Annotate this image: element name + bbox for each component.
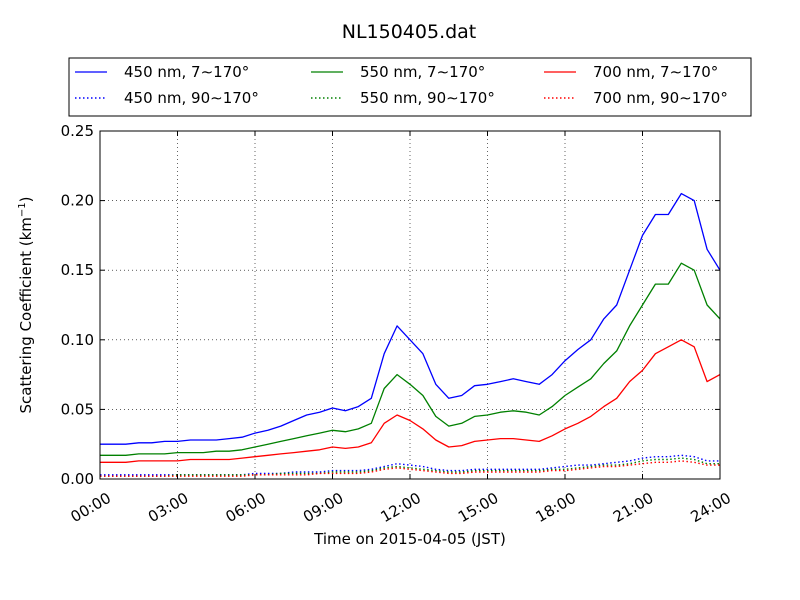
series-layer bbox=[100, 192, 721, 477]
y-tick-labels: 0.00 0.05 0.10 0.15 0.20 0.25 bbox=[61, 122, 94, 488]
legend-label-2: 700 nm, 7∼170° bbox=[593, 63, 718, 81]
legend-label-3: 450 nm, 90∼170° bbox=[124, 89, 259, 107]
x-tick-label: 03:00 bbox=[145, 489, 191, 526]
y-tick-label: 0.15 bbox=[61, 261, 94, 279]
series-line-2 bbox=[100, 339, 721, 463]
legend: 450 nm, 7∼170° 450 nm, 90∼170° 550 nm, 7∼1… bbox=[68, 57, 752, 117]
series-line-1 bbox=[100, 262, 721, 456]
y-tick-label: 0.10 bbox=[61, 331, 94, 349]
x-tick-labels: 00:00 03:00 06:00 09:00 12:00 15:00 18:00 21:00… bbox=[68, 489, 734, 526]
y-tick-label: 0.20 bbox=[61, 192, 94, 210]
y-tick-label: 0.05 bbox=[61, 400, 94, 418]
x-tick-label: 21:00 bbox=[610, 489, 656, 526]
y-tick-label: 0.00 bbox=[61, 470, 94, 488]
chart-title: NL150405.dat bbox=[342, 21, 477, 43]
x-tick-label: 09:00 bbox=[300, 489, 346, 526]
x-tick-label: 24:00 bbox=[688, 489, 734, 526]
plot-area bbox=[99, 130, 721, 480]
x-tick-label: 06:00 bbox=[223, 489, 269, 526]
x-axis-label: Time on 2015-04-05 (JST) bbox=[313, 530, 506, 548]
legend-label-5: 700 nm, 90∼170° bbox=[593, 89, 728, 107]
legend-label-4: 550 nm, 90∼170° bbox=[360, 89, 495, 107]
y-axis-label-main: Scattering Coefficient (km bbox=[17, 217, 35, 413]
x-tick-label: 12:00 bbox=[378, 489, 424, 526]
legend-box bbox=[68, 57, 752, 117]
y-axis-label-close: ) bbox=[17, 196, 35, 202]
legend-entries: 450 nm, 7∼170° 450 nm, 90∼170° 550 nm, 7∼1… bbox=[75, 63, 728, 107]
plot-frame bbox=[99, 130, 721, 480]
y-tick-label: 0.25 bbox=[61, 122, 94, 140]
series-line-0 bbox=[100, 192, 721, 445]
y-axis-label: Scattering Coefficient (km−1) bbox=[17, 196, 35, 413]
x-tick-label: 18:00 bbox=[533, 489, 579, 526]
legend-label-0: 450 nm, 7∼170° bbox=[124, 63, 249, 81]
x-tick-label: 15:00 bbox=[455, 489, 501, 526]
y-axis-label-superscript: −1 bbox=[17, 202, 28, 217]
x-tick-label: 00:00 bbox=[68, 489, 114, 526]
legend-label-1: 550 nm, 7∼170° bbox=[360, 63, 485, 81]
